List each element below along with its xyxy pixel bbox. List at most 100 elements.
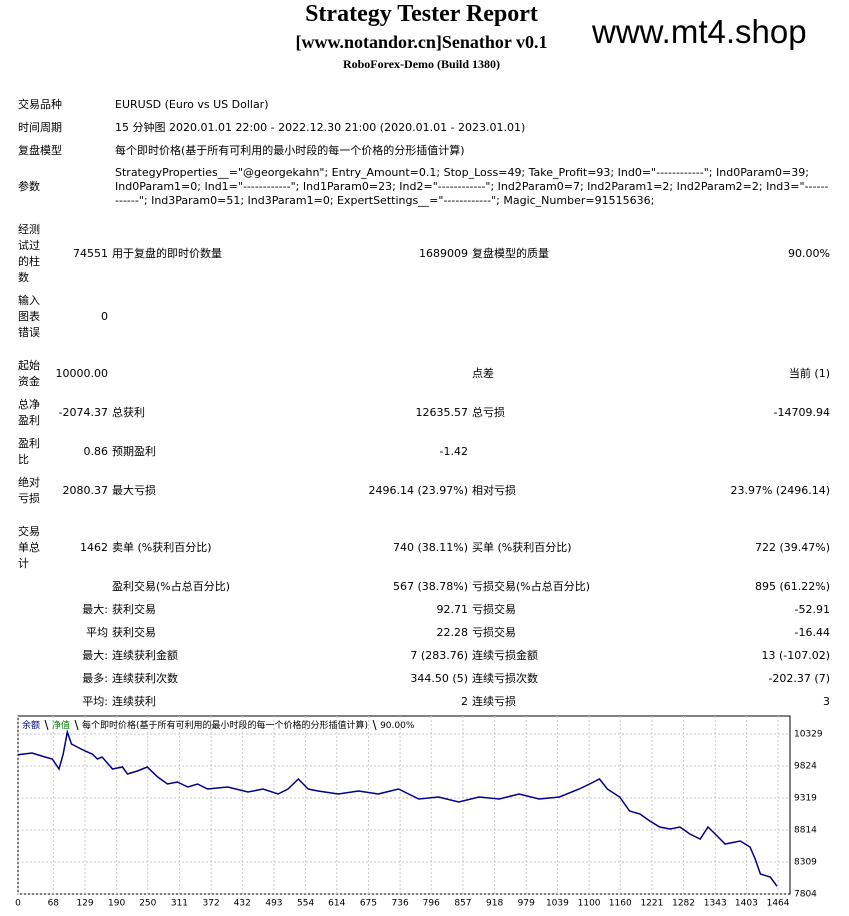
stat-value: 1462: [80, 540, 108, 554]
stats-row: 盈利比 0.86 预期盈利 -1.42: [16, 432, 832, 471]
x-tick-label: 1100: [578, 899, 601, 909]
balance-chart: 7804 8309 8814 9319 9824 10329 0 68 129 190 250 311…: [15, 715, 823, 909]
stat-label: 最大亏损: [112, 483, 156, 497]
x-tick-label: 68: [48, 899, 60, 909]
stat-label: 总亏损: [472, 405, 505, 419]
legend-equity: 净值: [52, 719, 70, 731]
y-tick-label: 9824: [794, 761, 817, 771]
stat-label: 获利交易: [112, 602, 156, 616]
stat-value: 0: [101, 309, 108, 323]
stat-label: [470, 289, 650, 344]
x-tick-label: 1282: [672, 899, 695, 909]
stat-value: 23.97% (2496.14): [730, 483, 830, 497]
stat-label: 买单 (%获利百分比): [472, 540, 572, 554]
x-tick-label: 0: [15, 899, 21, 909]
stats-row: 平均 获利交易 22.28 亏损交易 -16.44: [16, 621, 832, 644]
stat-label: 绝对亏损: [18, 475, 40, 505]
stats-row: 绝对亏损 2080.37 最大亏损 2496.14 (23.97%) 相对亏损 23.97…: [16, 471, 832, 510]
info-label: 时间周期: [18, 120, 62, 134]
stat-value: 895 (61.22%): [754, 579, 830, 593]
stat-label: 总净盈利: [18, 397, 40, 427]
stat-value: 10000.00: [55, 366, 109, 380]
y-tick-label: 8814: [794, 825, 817, 835]
legend-separator: [372, 719, 377, 731]
x-tick-label: 979: [518, 899, 535, 909]
stat-label: 交易单总计: [18, 524, 40, 570]
stat-value: 3: [823, 694, 830, 708]
y-tick-label: 10329: [794, 729, 823, 739]
x-tick-label: 1464: [767, 899, 790, 909]
stat-label: 连续获利: [112, 694, 156, 708]
info-value: 每个即时价格(基于所有可利用的最小时段的每一个价格的分形插值计算): [115, 143, 465, 157]
stat-value: [50, 575, 110, 598]
stat-value: 0.86: [83, 444, 109, 458]
x-tick-label: 1403: [735, 899, 758, 909]
stat-value: -1.42: [439, 444, 468, 458]
stats-table: 经测试过的柱数 74551 用于复盘的即时价数量 1689009 复盘模型的质量 90.0…: [16, 218, 832, 713]
stat-value: [650, 289, 832, 344]
stat-value: 最大:: [82, 602, 108, 616]
x-tick-label: 1221: [640, 899, 663, 909]
info-row: 时间周期 15 分钟图 2020.01.01 22:00 - 2022.12.30…: [16, 116, 832, 139]
legend-balance: 余额: [22, 719, 40, 731]
x-tick-label: 796: [423, 899, 440, 909]
stat-label: 经测试过的柱数: [18, 222, 40, 284]
info-label: 交易品种: [18, 97, 62, 111]
stat-value: -14709.94: [773, 405, 830, 419]
stat-label: 连续亏损金额: [472, 648, 538, 662]
info-label: 参数: [18, 179, 40, 193]
x-tick-label: 1343: [704, 899, 727, 909]
info-table: 交易品种 EURUSD (Euro vs US Dollar) 时间周期 15 分钟图…: [16, 93, 832, 211]
stat-value: -2074.37: [58, 405, 108, 419]
x-tick-label: 614: [328, 899, 345, 909]
x-tick-label: 1039: [546, 899, 569, 909]
info-row: 参数 StrategyProperties__="@georgekahn"; En…: [16, 162, 832, 211]
stats-row: 平均: 连续获利 2 连续亏损 3: [16, 690, 832, 713]
stat-label: [16, 621, 50, 644]
plot-frame: [17, 715, 791, 895]
stat-value: 最多:: [82, 671, 108, 685]
stat-value: [650, 432, 832, 471]
legend-model: 每个即时价格(基于所有可利用的最小时段的每一个价格的分形插值计算): [82, 719, 368, 731]
stat-value: 12635.57: [415, 405, 469, 419]
info-value: EURUSD (Euro vs US Dollar): [115, 97, 269, 111]
stat-label: 盈利比: [18, 436, 40, 466]
stats-row: 起始资金 10000.00 点差 当前 (1): [16, 344, 832, 393]
stat-value: -52.91: [794, 602, 830, 616]
stat-label: [110, 344, 310, 393]
stats-row: 最大: 连续获利金额 7 (283.76) 连续亏损金额 13 (-107.02): [16, 644, 832, 667]
y-tick-label: 7804: [794, 890, 817, 900]
x-tick-label: 129: [76, 899, 93, 909]
stat-value: 13 (-107.02): [761, 648, 830, 662]
x-tick-label: 554: [297, 899, 314, 909]
x-tick-label: 493: [265, 899, 282, 909]
stat-label: 复盘模型的质量: [472, 246, 549, 260]
stat-value: 当前 (1): [788, 366, 830, 380]
y-tick-label: 8309: [794, 857, 817, 867]
stat-label: 亏损交易: [472, 625, 516, 639]
stat-label: 获利交易: [112, 625, 156, 639]
server: RoboForex-Demo (Build 1380): [342, 57, 501, 71]
stat-value: 74551: [73, 246, 108, 260]
stat-label: [16, 667, 50, 690]
stat-value: 567 (38.78%): [392, 579, 468, 593]
stat-label: 相对亏损: [472, 483, 516, 497]
stat-value: 22.28: [436, 625, 469, 639]
legend-separator: [44, 719, 49, 731]
stats-row: 最大: 获利交易 92.71 亏损交易 -52.91: [16, 598, 832, 621]
x-tick-label: 918: [486, 899, 503, 909]
stats-row: 总净盈利 -2074.37 总获利 12635.57 总亏损 -14709.94: [16, 393, 832, 432]
stat-label: 连续获利次数: [112, 671, 178, 685]
stat-value: [310, 289, 470, 344]
report-subtitle: [www.notandor.cn]Senathor v0.1: [295, 32, 548, 52]
stat-label: 起始资金: [18, 358, 40, 388]
stat-value: [310, 344, 470, 393]
stats-row: 输入图表错误 0: [16, 289, 832, 344]
x-tick-label: 857: [454, 899, 471, 909]
legend-quality: 90.00%: [380, 721, 415, 731]
stat-value: 90.00%: [788, 246, 830, 260]
stats-row: 交易单总计 1462 卖单 (%获利百分比) 740 (38.11%) 买单 (%获利百…: [16, 510, 832, 575]
stat-value: 平均: [86, 625, 108, 639]
stat-label: 亏损交易(%占总百分比): [472, 579, 591, 593]
